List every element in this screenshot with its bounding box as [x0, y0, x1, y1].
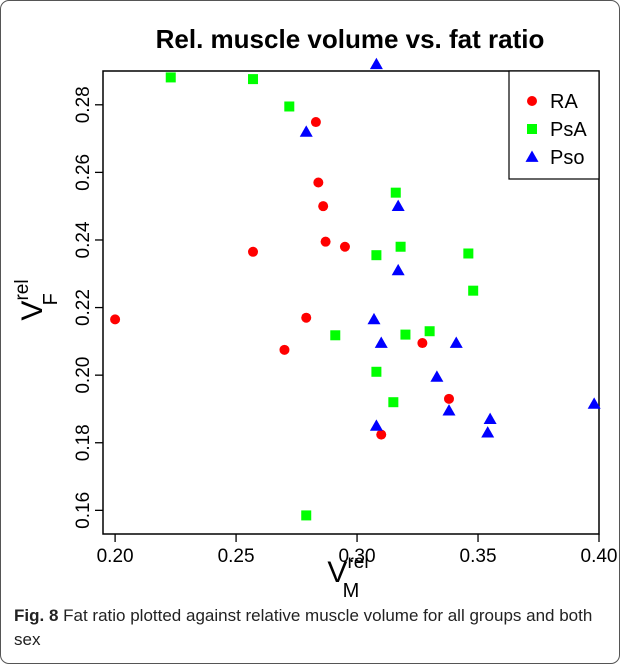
legend-label-pso: Pso — [550, 147, 584, 169]
legend-label-psa: PsA — [550, 119, 587, 141]
x-axis-label: Vrel M — [327, 552, 368, 600]
point-psa — [400, 330, 410, 340]
point-psa — [248, 74, 258, 84]
point-ra — [279, 345, 289, 355]
point-pso — [370, 419, 383, 430]
point-pso — [430, 370, 443, 381]
point-pso — [370, 58, 383, 69]
point-pso — [481, 426, 494, 437]
legend: RA PsA Pso — [509, 71, 599, 179]
y-tick-label: 0.22 — [73, 289, 94, 326]
point-pso — [392, 264, 405, 275]
y-tick-label: 0.26 — [73, 154, 94, 191]
y-axis: 0.16 0.18 0.20 0.22 0.24 0.26 0.28 — [73, 86, 103, 529]
caption-label: Fig. 8 — [14, 606, 58, 625]
legend-marker-psa — [527, 124, 537, 134]
x-tick-label: 0.40 — [581, 546, 618, 567]
y-tick-label: 0.28 — [73, 86, 94, 123]
point-psa — [284, 101, 294, 111]
y-tick-label: 0.24 — [73, 221, 94, 258]
y-axis-label: Vrel F — [12, 279, 62, 320]
x-tick-label: 0.35 — [460, 546, 497, 567]
point-ra — [248, 247, 258, 257]
legend-marker-ra — [527, 96, 537, 106]
caption-text: Fat ratio plotted against relative muscl… — [14, 606, 592, 649]
point-psa — [388, 397, 398, 407]
point-pso — [367, 313, 380, 324]
x-tick-label: 0.20 — [97, 546, 134, 567]
point-ra — [321, 237, 331, 247]
point-ra — [318, 201, 328, 211]
point-pso — [484, 413, 497, 424]
point-psa — [425, 326, 435, 336]
chart-title: Rel. muscle volume vs. fat ratio — [156, 24, 545, 54]
point-ra — [313, 178, 323, 188]
point-psa — [371, 250, 381, 260]
point-psa — [468, 286, 478, 296]
scatter-chart: Rel. muscle volume vs. fat ratio 0.20 0.2… — [0, 0, 625, 600]
point-psa — [463, 248, 473, 258]
x-axis-label-sub: M — [343, 580, 360, 600]
point-pso — [442, 404, 455, 415]
x-tick-label: 0.25 — [218, 546, 255, 567]
point-ra — [340, 242, 350, 252]
point-pso — [300, 125, 313, 136]
point-pso — [392, 200, 405, 211]
point-pso — [450, 337, 463, 348]
y-axis-label-sub: F — [40, 293, 62, 305]
point-pso — [375, 337, 388, 348]
point-psa — [301, 510, 311, 520]
x-axis-label-sup: rel — [347, 552, 368, 573]
point-ra — [376, 430, 386, 440]
point-psa — [396, 242, 406, 252]
y-axis-label-sup: rel — [12, 279, 33, 300]
point-ra — [301, 313, 311, 323]
y-tick-label: 0.16 — [73, 492, 94, 529]
point-psa — [330, 330, 340, 340]
point-ra — [444, 394, 454, 404]
y-tick-label: 0.18 — [73, 424, 94, 461]
point-psa — [391, 188, 401, 198]
point-psa — [371, 367, 381, 377]
point-ra — [311, 117, 321, 127]
y-tick-label: 0.20 — [73, 357, 94, 394]
legend-label-ra: RA — [550, 91, 578, 113]
figure-caption: Fig. 8 Fat ratio plotted against relativ… — [14, 604, 610, 652]
point-psa — [166, 72, 176, 82]
point-ra — [417, 338, 427, 348]
point-ra — [110, 314, 120, 324]
